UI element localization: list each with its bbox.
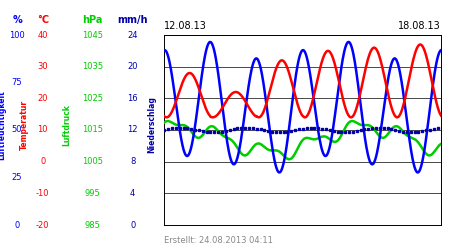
Text: 985: 985: [84, 220, 100, 230]
Text: 0: 0: [40, 157, 45, 166]
Text: 25: 25: [12, 173, 22, 182]
Text: Temperatur: Temperatur: [20, 100, 29, 150]
Text: 4: 4: [130, 189, 135, 198]
Text: 18.08.13: 18.08.13: [398, 21, 441, 31]
Text: %: %: [12, 15, 22, 25]
Text: 16: 16: [127, 94, 138, 103]
Text: 1015: 1015: [82, 126, 103, 134]
Text: 12: 12: [127, 126, 138, 134]
Text: 1005: 1005: [82, 157, 103, 166]
Text: 24: 24: [127, 30, 138, 40]
Text: 8: 8: [130, 157, 135, 166]
Text: 20: 20: [127, 62, 138, 71]
Text: Erstellt: 24.08.2013 04:11: Erstellt: 24.08.2013 04:11: [164, 236, 273, 245]
Text: 75: 75: [12, 78, 22, 87]
Text: hPa: hPa: [82, 15, 103, 25]
Text: -10: -10: [36, 189, 50, 198]
Text: 100: 100: [9, 30, 25, 40]
Text: 10: 10: [37, 126, 48, 134]
Text: Luftdruck: Luftdruck: [62, 104, 71, 146]
Text: 20: 20: [37, 94, 48, 103]
Text: 995: 995: [85, 189, 100, 198]
Text: 0: 0: [130, 220, 135, 230]
Text: 1045: 1045: [82, 30, 103, 40]
Text: 0: 0: [14, 220, 20, 230]
Text: 1025: 1025: [82, 94, 103, 103]
Text: °C: °C: [37, 15, 49, 25]
Text: 50: 50: [12, 126, 22, 134]
Text: 40: 40: [37, 30, 48, 40]
Text: -20: -20: [36, 220, 50, 230]
Text: Niederschlag: Niederschlag: [148, 96, 157, 154]
Text: Luftfeuchtigkeit: Luftfeuchtigkeit: [0, 90, 6, 160]
Text: mm/h: mm/h: [117, 15, 148, 25]
Text: 12.08.13: 12.08.13: [164, 21, 207, 31]
Text: 30: 30: [37, 62, 48, 71]
Text: 1035: 1035: [82, 62, 103, 71]
